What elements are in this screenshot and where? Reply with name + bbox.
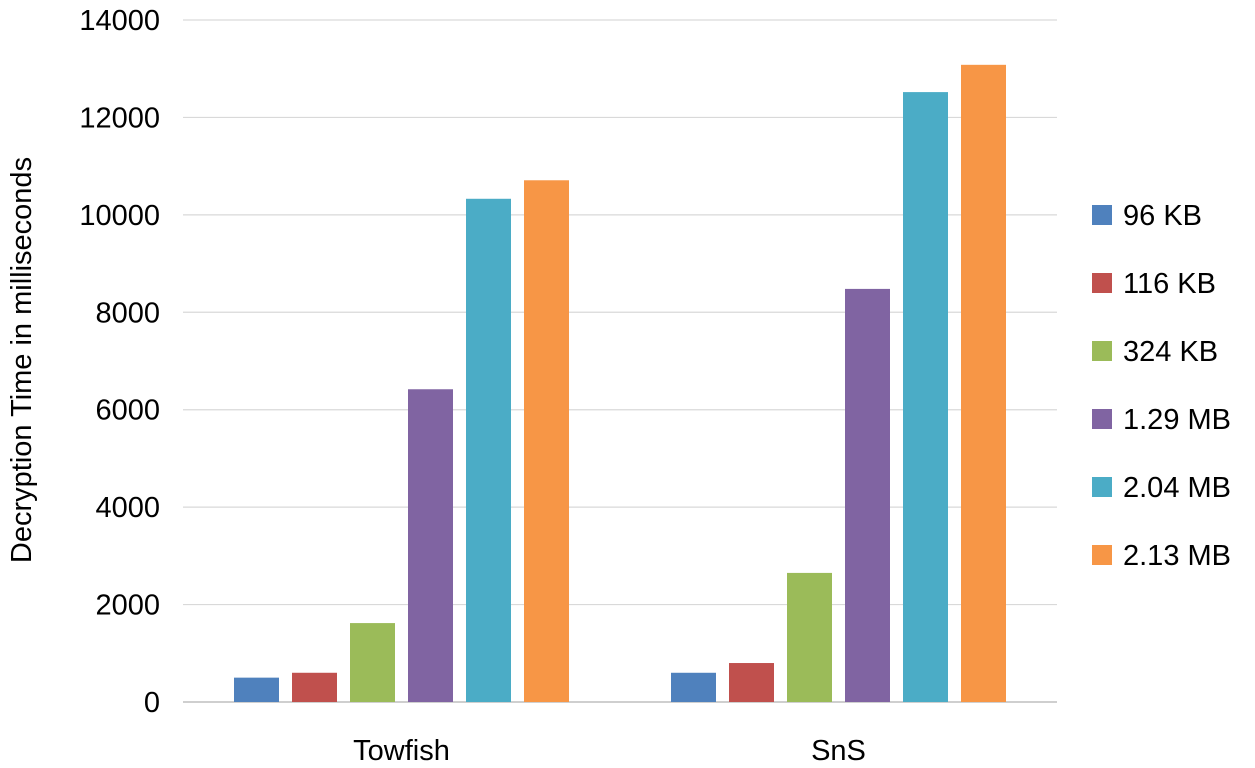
y-axis-title: Decryption Time in milliseconds <box>6 157 38 563</box>
bar <box>350 623 395 702</box>
legend-item: 116 KB <box>1092 268 1216 300</box>
bar <box>671 672 716 702</box>
legend-label: 324 KB <box>1123 336 1218 368</box>
legend-swatch <box>1092 341 1112 361</box>
x-axis-categories: Towfish SnS <box>353 735 866 767</box>
legend: 96 KB 116 KB 324 KB 1.29 MB 2.04 MB 2.13 MB <box>1092 200 1231 572</box>
legend-swatch <box>1092 409 1112 429</box>
legend-swatch <box>1092 545 1112 565</box>
y-tick-label: 14000 <box>79 5 160 37</box>
bar <box>787 572 832 702</box>
legend-swatch <box>1092 273 1112 293</box>
x-category-label: Towfish <box>353 735 450 767</box>
bar <box>234 677 279 702</box>
legend-item: 2.13 MB <box>1092 540 1231 572</box>
y-tick-label: 4000 <box>95 492 160 524</box>
legend-item: 96 KB <box>1092 200 1202 232</box>
bar <box>961 64 1006 703</box>
legend-label: 96 KB <box>1123 200 1202 232</box>
bar <box>466 198 511 702</box>
y-tick-label: 2000 <box>95 590 160 622</box>
legend-label: 1.29 MB <box>1123 404 1231 436</box>
legend-label: 116 KB <box>1123 268 1216 300</box>
bar <box>903 92 948 702</box>
y-tick-label: 12000 <box>79 102 160 134</box>
bar <box>408 389 453 702</box>
x-category-label: SnS <box>811 735 866 767</box>
bar <box>524 180 569 702</box>
legend-swatch <box>1092 205 1112 225</box>
bar <box>292 672 337 702</box>
y-tick-label: 10000 <box>79 200 160 232</box>
legend-swatch <box>1092 477 1112 497</box>
y-axis-ticks: 0 2000 4000 6000 8000 10000 12000 14000 <box>79 5 160 719</box>
bar <box>845 288 890 702</box>
legend-item: 1.29 MB <box>1092 404 1231 436</box>
legend-label: 2.13 MB <box>1123 540 1231 572</box>
legend-label: 2.04 MB <box>1123 472 1231 504</box>
bars <box>234 64 1006 703</box>
legend-item: 324 KB <box>1092 336 1218 368</box>
y-tick-label: 8000 <box>95 297 160 329</box>
y-tick-label: 0 <box>144 687 160 719</box>
y-tick-label: 6000 <box>95 395 160 427</box>
bar <box>729 663 774 702</box>
legend-item: 2.04 MB <box>1092 472 1231 504</box>
